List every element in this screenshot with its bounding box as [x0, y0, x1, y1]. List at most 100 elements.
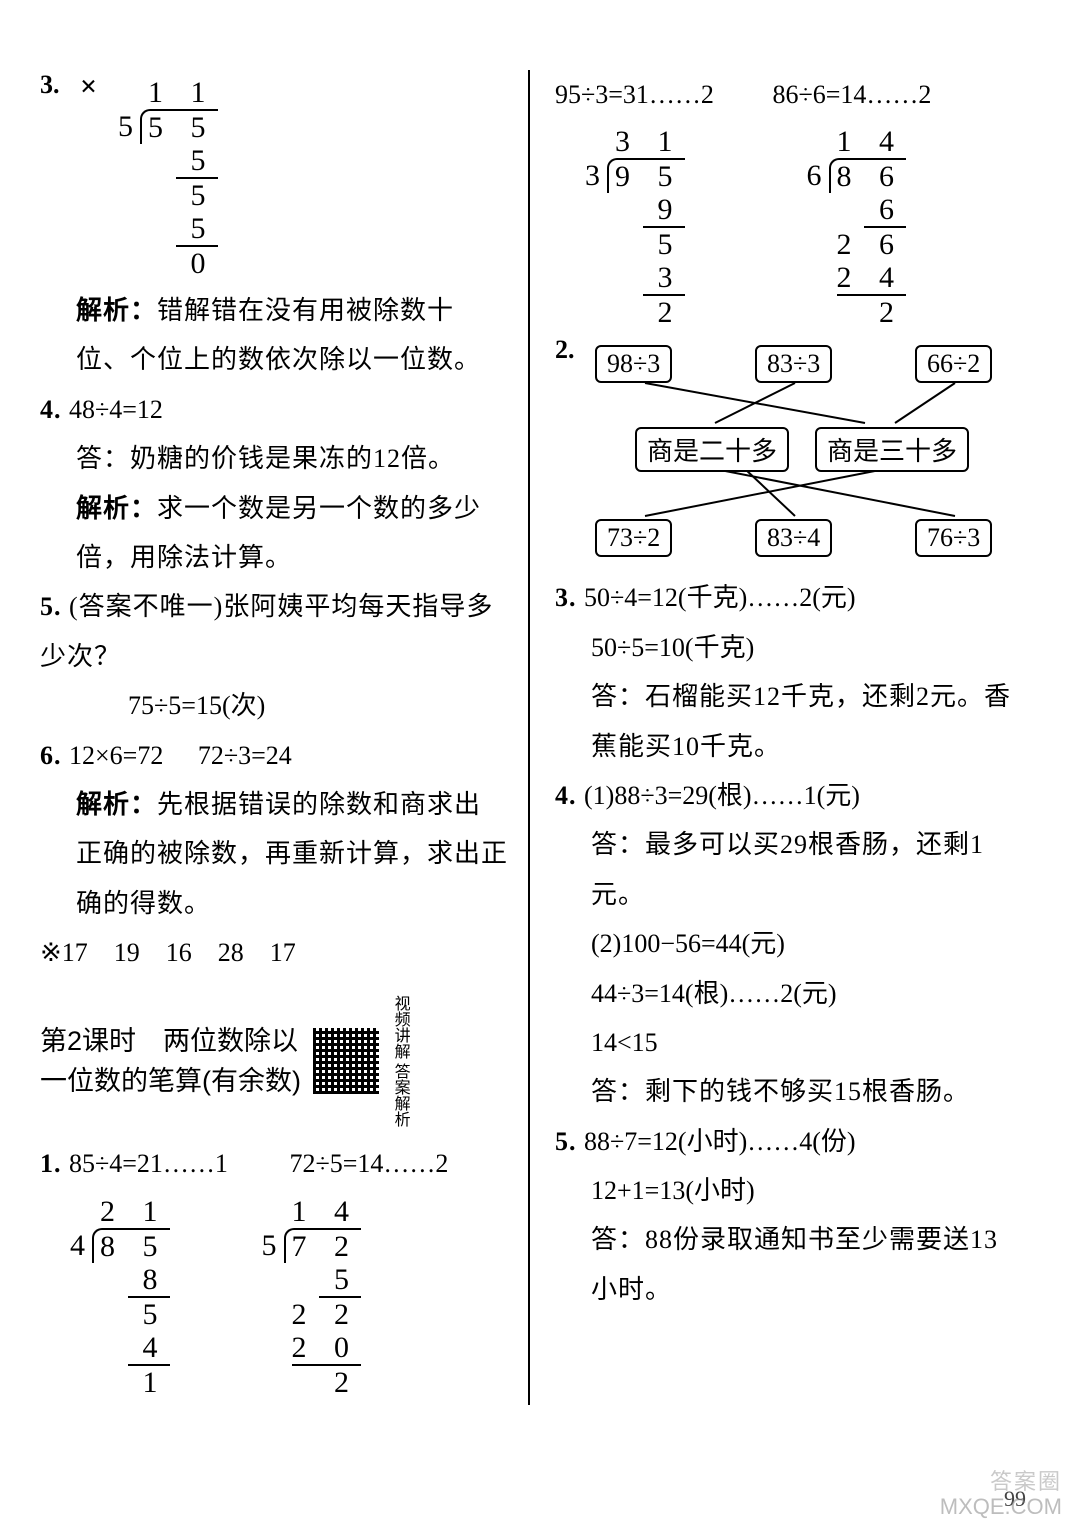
q4-p2b: 44÷3=14(根)……2(元) — [555, 969, 1020, 1018]
star-label: ※ — [40, 938, 62, 967]
q4: 4. 48÷4=12 — [40, 385, 508, 434]
divisor: 6 — [807, 159, 822, 192]
divisor: 3 — [585, 159, 600, 192]
q4-p1: (1)88÷3=29(根)……1(元) — [584, 781, 860, 810]
ans-text: 剩下的钱不够买15根香肠。 — [645, 1077, 970, 1106]
step: 5 — [319, 1263, 361, 1298]
quotient: 1 4 — [829, 125, 907, 158]
q3-l2: 50÷5=10(千克) — [555, 623, 1020, 672]
page: 3. × 5 1 1 5 5 5 5 5 0 解析：错解错在没有用被除数十位、个… — [0, 0, 1082, 1465]
dividend: 8 6 — [829, 158, 907, 193]
explain-label: 解析： — [76, 296, 157, 325]
q1-div1: 4 2 1 8 5 8 5 4 1 — [92, 1195, 170, 1399]
qr-code-icon — [313, 1028, 379, 1094]
step: 4 — [128, 1331, 170, 1366]
q6-explain: 解析：先根据错误的除数和商求出正确的被除数，再重新计算，求出正确的得数。 — [40, 780, 508, 928]
divisor: 4 — [70, 1229, 85, 1262]
q4-a1: 答：最多可以买29根香肠，还剩1元。 — [555, 820, 1020, 919]
divisor: 5 — [262, 1229, 277, 1262]
watermark-cn: 答案圈 — [990, 1464, 1062, 1496]
q3-judge: × — [80, 70, 110, 104]
q1-divs: 4 2 1 8 5 8 5 4 1 5 1 4 7 2 5 2 2 2 0 2 — [40, 1189, 508, 1405]
eq-a: 95÷3=31……2 — [555, 80, 714, 109]
ans-text: 88份录取通知书至少需要送13小时。 — [591, 1225, 998, 1303]
q6-eq2: 72÷3=24 — [198, 741, 292, 770]
divA: 3 3 1 9 5 9 5 3 2 — [607, 125, 685, 329]
match-box: 76÷3 — [915, 519, 992, 557]
ans-label: 答： — [591, 682, 645, 711]
ans-text: 最多可以买29根香肠，还剩1元。 — [591, 830, 984, 908]
divB: 6 1 4 8 6 6 2 6 2 4 2 — [829, 125, 907, 329]
r-q4: 4. (1)88÷3=29(根)……1(元) — [555, 771, 1020, 820]
explain-label: 解析： — [76, 494, 157, 523]
q6-label: 6. — [40, 741, 62, 770]
match-box: 商是三十多 — [815, 427, 969, 472]
top-divs: 3 3 1 9 5 9 5 3 2 6 1 4 8 6 6 2 6 2 4 2 — [555, 119, 1020, 335]
ans-label: 答： — [591, 1077, 645, 1106]
q1-eq1: 85÷4=21……1 — [69, 1149, 228, 1178]
step: 2 2 — [292, 1298, 362, 1331]
q6-eq1: 12×6=72 — [69, 741, 163, 770]
dividend: 9 5 — [607, 158, 685, 193]
watermark-url: MXQE.COM — [940, 1494, 1062, 1520]
step: 5 — [176, 212, 218, 247]
qr-label: 视频讲解 答案解析 — [391, 995, 409, 1127]
q5-eq-val: 75÷5=15(次) — [128, 691, 265, 720]
star-line: ※17 19 16 28 17 — [40, 928, 508, 977]
q3-l1: 50÷4=12(千克)……2(元) — [584, 583, 856, 612]
q1-eq2: 72÷5=14……2 — [289, 1149, 448, 1178]
match-diagram: 98÷3 83÷3 66÷2 商是二十多 商是三十多 73÷2 83÷4 76÷… — [585, 341, 1015, 561]
q3-ans: 答：石榴能买12千克，还剩2元。香蕉能买10千克。 — [555, 672, 1020, 771]
q6: 6. 12×6=72 72÷3=24 — [40, 731, 508, 780]
q3-label: 3. — [555, 583, 577, 612]
step: 2 6 — [837, 228, 907, 261]
q5-l1: 88÷7=12(小时)……4(份) — [584, 1127, 856, 1156]
step: 0 — [191, 247, 218, 280]
ans-text: 石榴能买12千克，还剩2元。香蕉能买10千克。 — [591, 682, 1011, 760]
quotient: 1 4 — [284, 1195, 362, 1228]
q4-p2a: (2)100−56=44(元) — [555, 919, 1020, 968]
match-box: 商是二十多 — [635, 427, 789, 472]
lesson-line1: 第2课时 两位数除以 — [40, 1021, 301, 1062]
right-column: 95÷3=31……2 86÷6=14……2 3 3 1 9 5 9 5 3 2 … — [530, 70, 1020, 1405]
quotient: 1 1 — [140, 76, 218, 109]
q3-longdiv: 5 1 1 5 5 5 5 5 0 — [140, 76, 218, 280]
match-box: 73÷2 — [595, 519, 672, 557]
q4-label: 4. — [555, 781, 577, 810]
lesson-title: 第2课时 两位数除以 一位数的笔算(有余数) — [40, 1021, 301, 1102]
r-q5: 5. 88÷7=12(小时)……4(份) — [555, 1117, 1020, 1166]
q4-answer: 答：奶糖的价钱是果冻的12倍。 — [40, 434, 508, 483]
q2: 2. 98÷3 83÷3 66÷2 商是二十多 商是三十多 — [555, 335, 1020, 573]
q1-div2: 5 1 4 7 2 5 2 2 2 0 2 — [284, 1195, 362, 1399]
step: 2 0 — [292, 1331, 362, 1366]
q5-l2: 12+1=13(小时) — [555, 1166, 1020, 1215]
q5-eq: 75÷5=15(次) — [40, 681, 508, 730]
quotient: 2 1 — [92, 1195, 170, 1228]
q4-eq: 48÷4=12 — [69, 395, 163, 424]
dividend: 7 2 — [284, 1228, 362, 1263]
match-box: 83÷4 — [755, 519, 832, 557]
answer-text: 奶糖的价钱是果冻的12倍。 — [130, 444, 455, 473]
q5-text: (答案不唯一)张阿姨平均每天指导多少次？ — [40, 592, 493, 670]
divisor: 5 — [118, 110, 133, 143]
match-box: 98÷3 — [595, 345, 672, 383]
step: 5 — [176, 144, 218, 179]
explain-label: 解析： — [76, 790, 157, 819]
q4-label: 4. — [40, 395, 62, 424]
star-nums: 17 19 16 28 17 — [62, 938, 296, 967]
q4-explain: 解析：求一个数是另一个数的多少倍，用除法计算。 — [40, 484, 508, 583]
lesson-header: 第2课时 两位数除以 一位数的笔算(有余数) 视频讲解 答案解析 — [40, 995, 508, 1127]
top-eqs: 95÷3=31……2 86÷6=14……2 — [555, 70, 1020, 119]
step: 9 — [643, 193, 685, 228]
step: 5 — [143, 1298, 170, 1331]
step: 5 — [191, 179, 218, 212]
dividend: 8 5 — [92, 1228, 170, 1263]
q5: 5. (答案不唯一)张阿姨平均每天指导多少次？ — [40, 582, 508, 681]
q5-label: 5. — [40, 592, 62, 621]
ans-label: 答： — [591, 1225, 645, 1254]
step: 8 — [128, 1263, 170, 1298]
q4-p2c: 14<15 — [555, 1018, 1020, 1067]
q3-row: 3. × 5 1 1 5 5 5 5 5 0 — [40, 70, 508, 286]
match-box: 83÷3 — [755, 345, 832, 383]
step: 2 — [334, 1366, 361, 1399]
